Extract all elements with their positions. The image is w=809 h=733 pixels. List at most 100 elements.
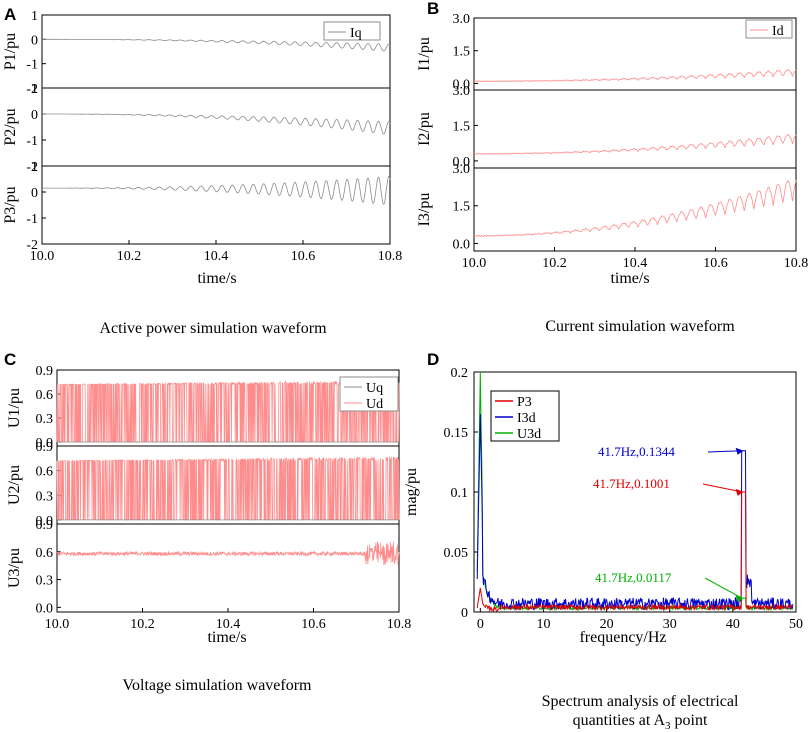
ytick-label: 0.0 [36,436,54,451]
panel-c-subplot-3: 0.9 0.6 0.3 0.0 U3/pu [6,518,400,616]
annotation-u3d: 41.7Hz,0.0117 [595,570,672,585]
ytick-label: 0 [461,606,468,621]
ytick-label: 1.5 [453,119,471,134]
ytick-label: 0.0 [36,514,54,529]
panel-letter-a: A [4,5,16,24]
subplot-frame [41,87,391,167]
ytick-label: 1 [31,82,38,97]
series-line-1 [42,38,391,52]
ytick-label: 3.0 [453,84,471,99]
xtick-label: 10.4 [204,249,229,264]
ylabel: P1/pu [2,33,19,70]
panel-d-xlabel: frequency/Hz [579,629,666,646]
panel-letter-d: D [427,350,439,369]
xtick-label: 10.2 [542,256,567,271]
legend-box [323,21,381,41]
panel-b-caption: Current simulation waveform [545,318,735,335]
panel-a-subplot-3: 1 0 -1 -2 P3/pu [2,160,391,253]
panel-letter-c: C [4,350,16,369]
panel-b: B 3.0 1.5 0.0 I1/pu 3.0 1.5 0.0 I2/pu 3.0 1.5 0.0 I… [416,0,808,335]
panel-d: D 0.2 0.15 0.1 0.05 00 10 20 30 40 50 mag/pu P3I3dU… [403,350,803,732]
ytick-label: 0 [31,108,38,123]
ylabel: I2/pu [416,112,433,146]
xtick-label: 40 [726,617,740,632]
ytick-label: 1 [31,160,38,175]
panel-d-caption-line1: Spectrum analysis of electrical [542,693,739,710]
ytick-label: 0.2 [451,366,469,381]
subplot-frame [41,165,391,245]
annotation-arrow-p3 [702,483,742,493]
ytick-label: 0.0 [453,155,471,170]
spectrum-line-p3 [476,491,794,613]
ylabel: U2/pu [6,465,23,505]
xtick-label: 10.2 [130,617,155,632]
panel-d-caption-pre: quantities at A [573,712,666,729]
ylabel: P3/pu [2,186,19,223]
ytick-label: -1 [26,212,38,227]
ytick-label: 3.0 [453,12,471,27]
xtick-label: 10.4 [216,617,241,632]
panel-a-xlabel: time/s [197,270,236,287]
ylabel: P2/pu [2,108,19,145]
xtick-label: 10.6 [703,256,728,271]
ytick-label: 1 [31,9,38,24]
ytick-label: 0 [31,186,38,201]
xtick-label: 10.6 [301,617,326,632]
ytick-label: 0.9 [36,440,54,455]
xtick-label: 10.8 [387,617,412,632]
xtick-label: 30 [663,617,677,632]
ytick-label: 0.9 [36,518,54,533]
panel-b-subplot-1: 3.0 1.5 0.0 I1/pu [416,12,797,92]
panel-c: C 0.90.60.30.0U1/pu0.90.60.30.0U2/pu0.90… [4,350,411,694]
ytick-label: 0.6 [36,388,54,403]
xtick-label: 10.0 [462,256,487,271]
ytick-label: 0.0 [36,601,54,616]
ytick-label: 0 [31,33,38,48]
xtick-label: 10.4 [623,256,648,271]
ytick-label: 0.3 [36,412,54,427]
series-line-3 [42,175,391,205]
ylabel: I3/pu [416,193,433,227]
ylabel: U1/pu [6,388,23,428]
panel-c-subplot-2: 0.9 0.6 0.3 0.0 U2/pu [6,440,400,529]
ylabel: I1/pu [416,37,433,71]
ytick-label: 0.0 [453,237,471,252]
legend-label: Id [772,24,784,39]
xtick-label: 10.6 [291,249,316,264]
ytick-label: -2 [26,160,38,175]
ytick-label: 0.15 [444,426,469,441]
xtick-label: 50 [789,617,803,632]
legend: Iq [323,21,381,41]
legend-label: I3d [517,411,536,426]
panel-b-subplot-2: 3.0 1.5 0.0 I2/pu [416,84,797,170]
panel-a-subplot-2: 1 0 -1 -2 P2/pu [2,82,391,175]
annotation-arrowhead-u3d [735,594,744,602]
legend-label: P3 [517,395,532,410]
panel-b-xlabel: time/s [610,270,649,287]
panel-d-caption-line2: quantities at A3 point [573,712,708,732]
ytick-label: 1.5 [453,200,471,215]
annotation-i3d: 41.7Hz,0.1344 [598,444,675,459]
series-line-1 [473,69,797,83]
ytick-label: 0.3 [36,489,54,504]
ylabel: U3/pu [6,548,23,588]
ytick-label: -2 [26,82,38,97]
panel-c-xlabel: time/s [207,629,246,646]
subplot-frame [473,89,797,169]
ytick-label: 3.0 [453,162,471,177]
xtick-label: 0 [477,617,484,632]
annotation-p3: 41.7Hz,0.1001 [593,476,670,491]
panel-d-caption-sub: 3 [665,720,671,732]
xtick-label: 20 [600,617,614,632]
legend-box [745,19,793,39]
ytick-label: 0.6 [36,465,54,480]
panel-letter-b: B [427,0,439,18]
ytick-label: 0.3 [36,574,54,589]
panel-d-caption-post: point [671,712,708,729]
ytick-label: -1 [26,134,38,149]
series-line-2 [42,113,391,135]
ylabel: mag/pu [403,468,420,516]
legend-label: U3d [517,427,541,442]
ytick-label: -2 [26,238,38,253]
